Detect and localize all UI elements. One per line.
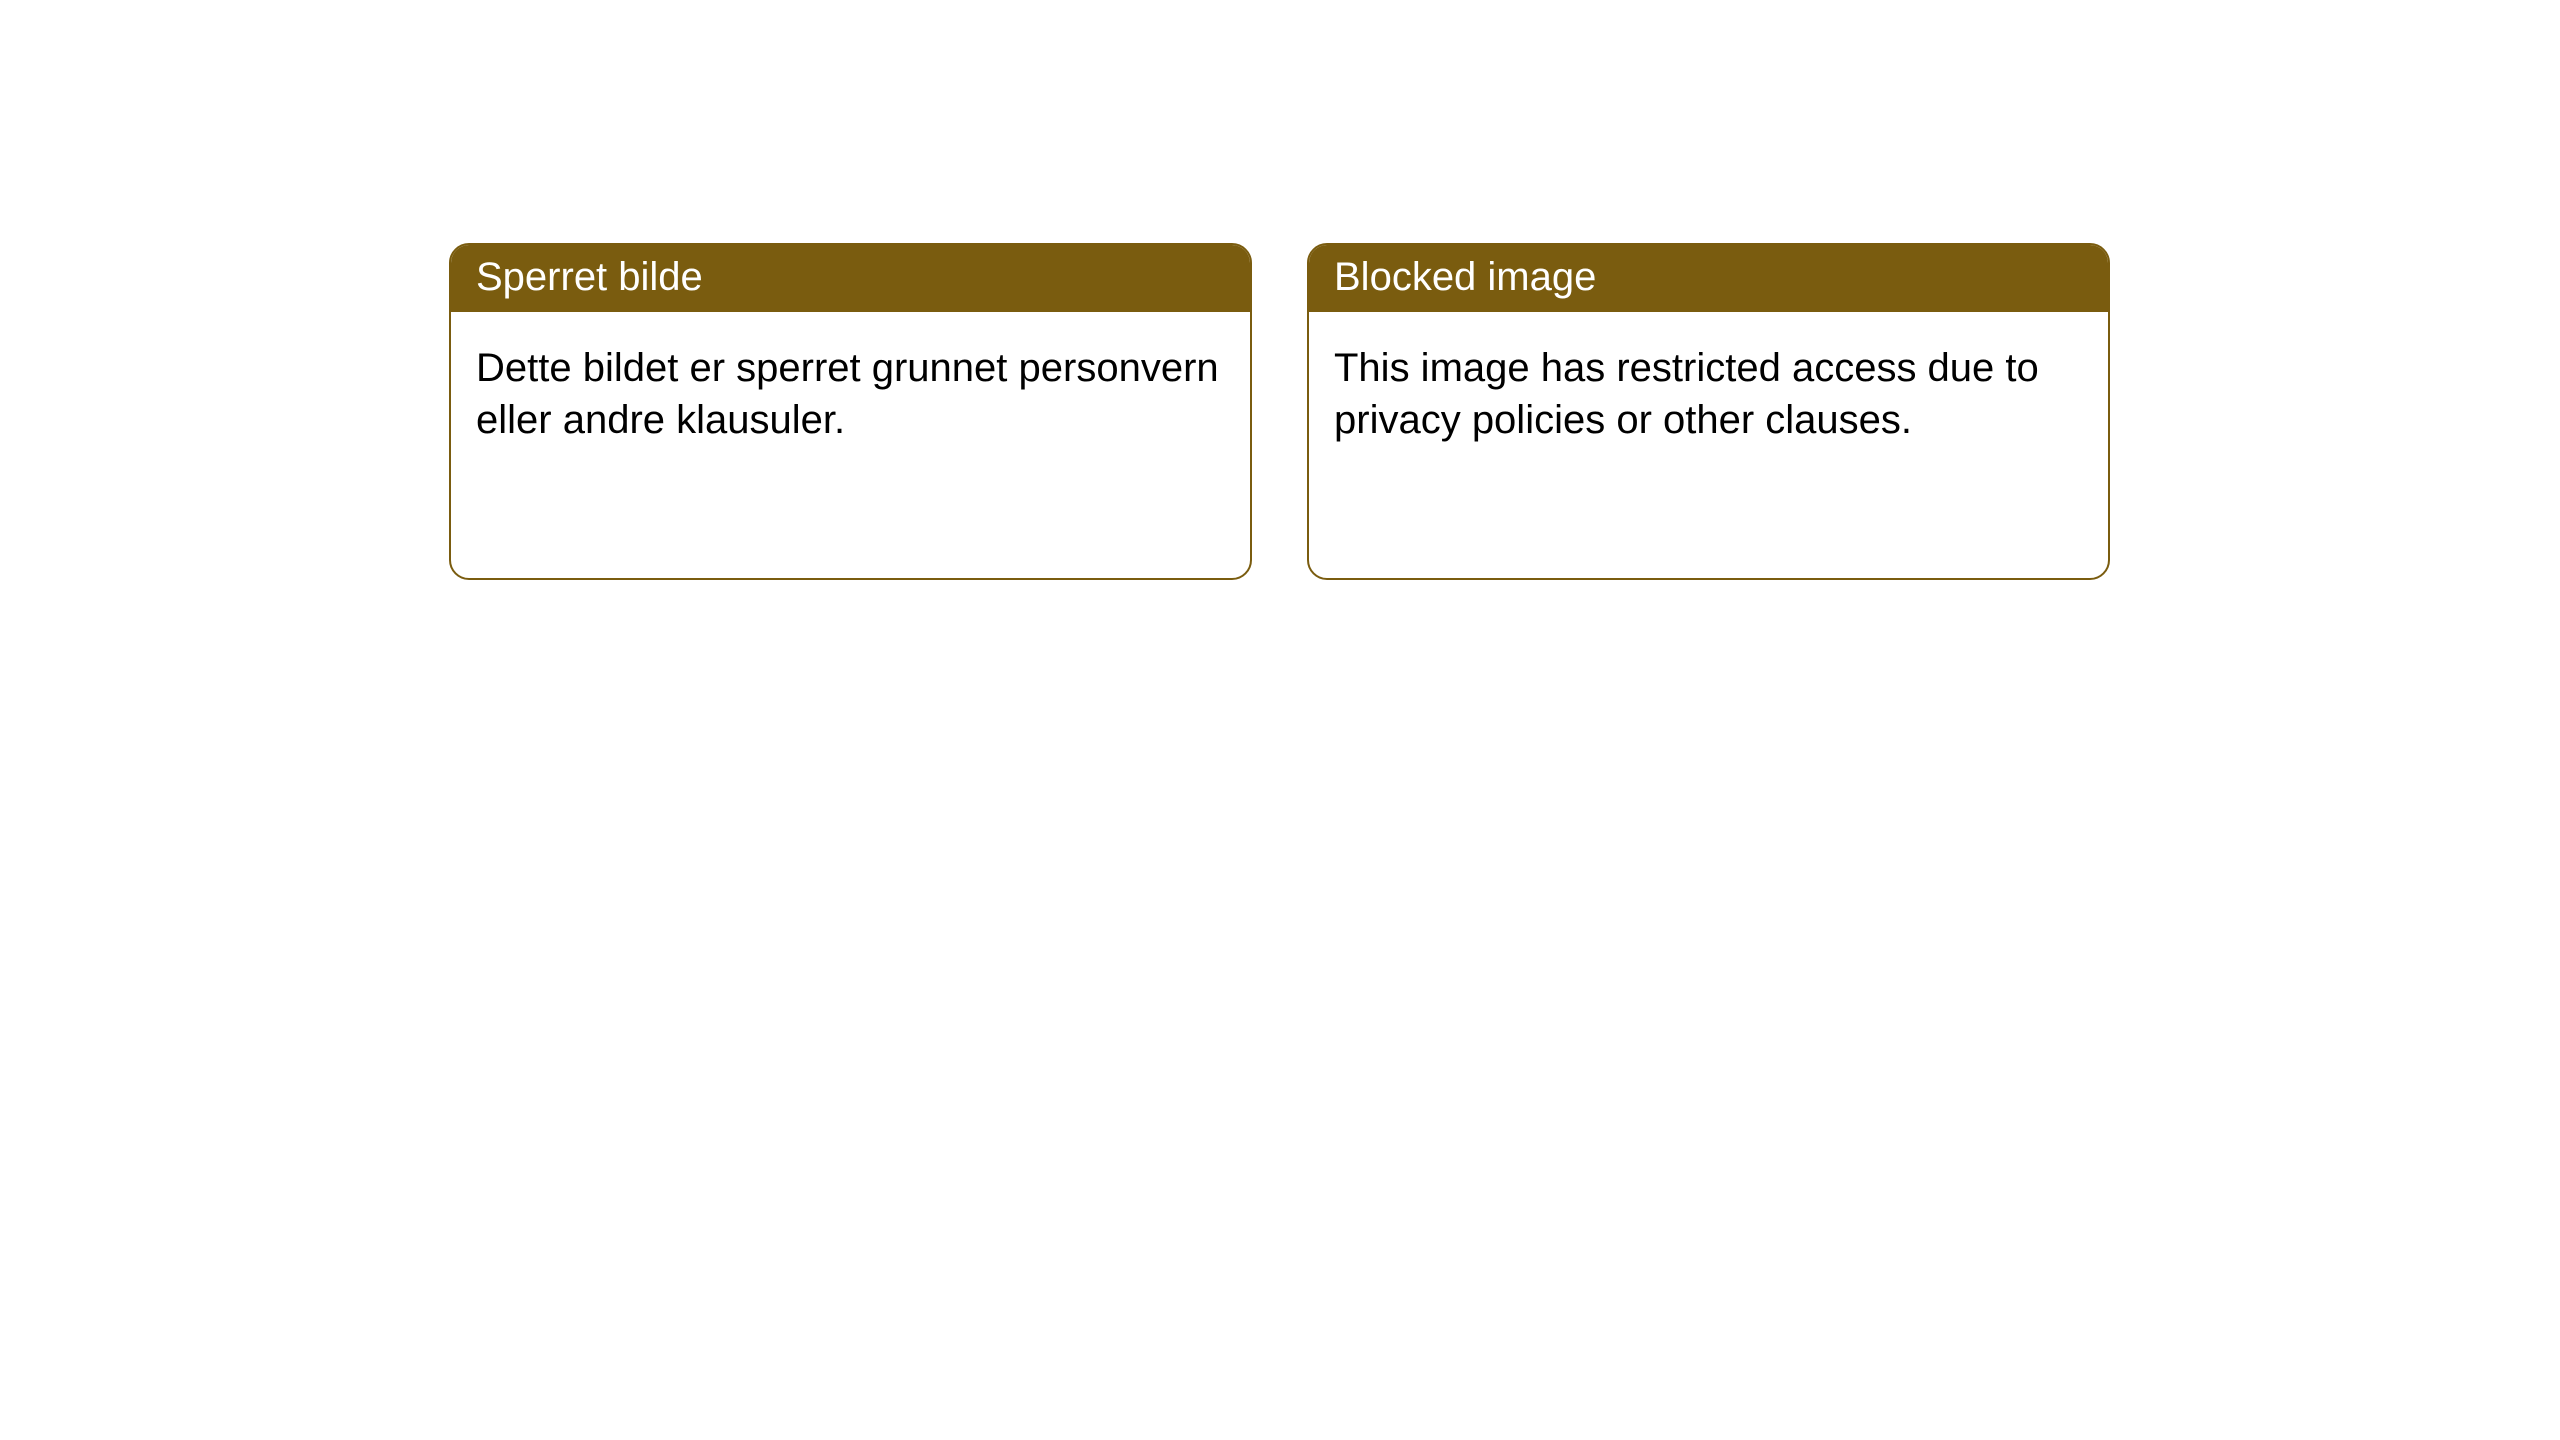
notice-container: Sperret bilde Dette bildet er sperret gr…: [449, 243, 2110, 580]
notice-card-english: Blocked image This image has restricted …: [1307, 243, 2110, 580]
notice-header: Sperret bilde: [451, 245, 1250, 312]
notice-body: Dette bildet er sperret grunnet personve…: [451, 312, 1250, 476]
notice-header: Blocked image: [1309, 245, 2108, 312]
notice-body: This image has restricted access due to …: [1309, 312, 2108, 476]
notice-card-norwegian: Sperret bilde Dette bildet er sperret gr…: [449, 243, 1252, 580]
